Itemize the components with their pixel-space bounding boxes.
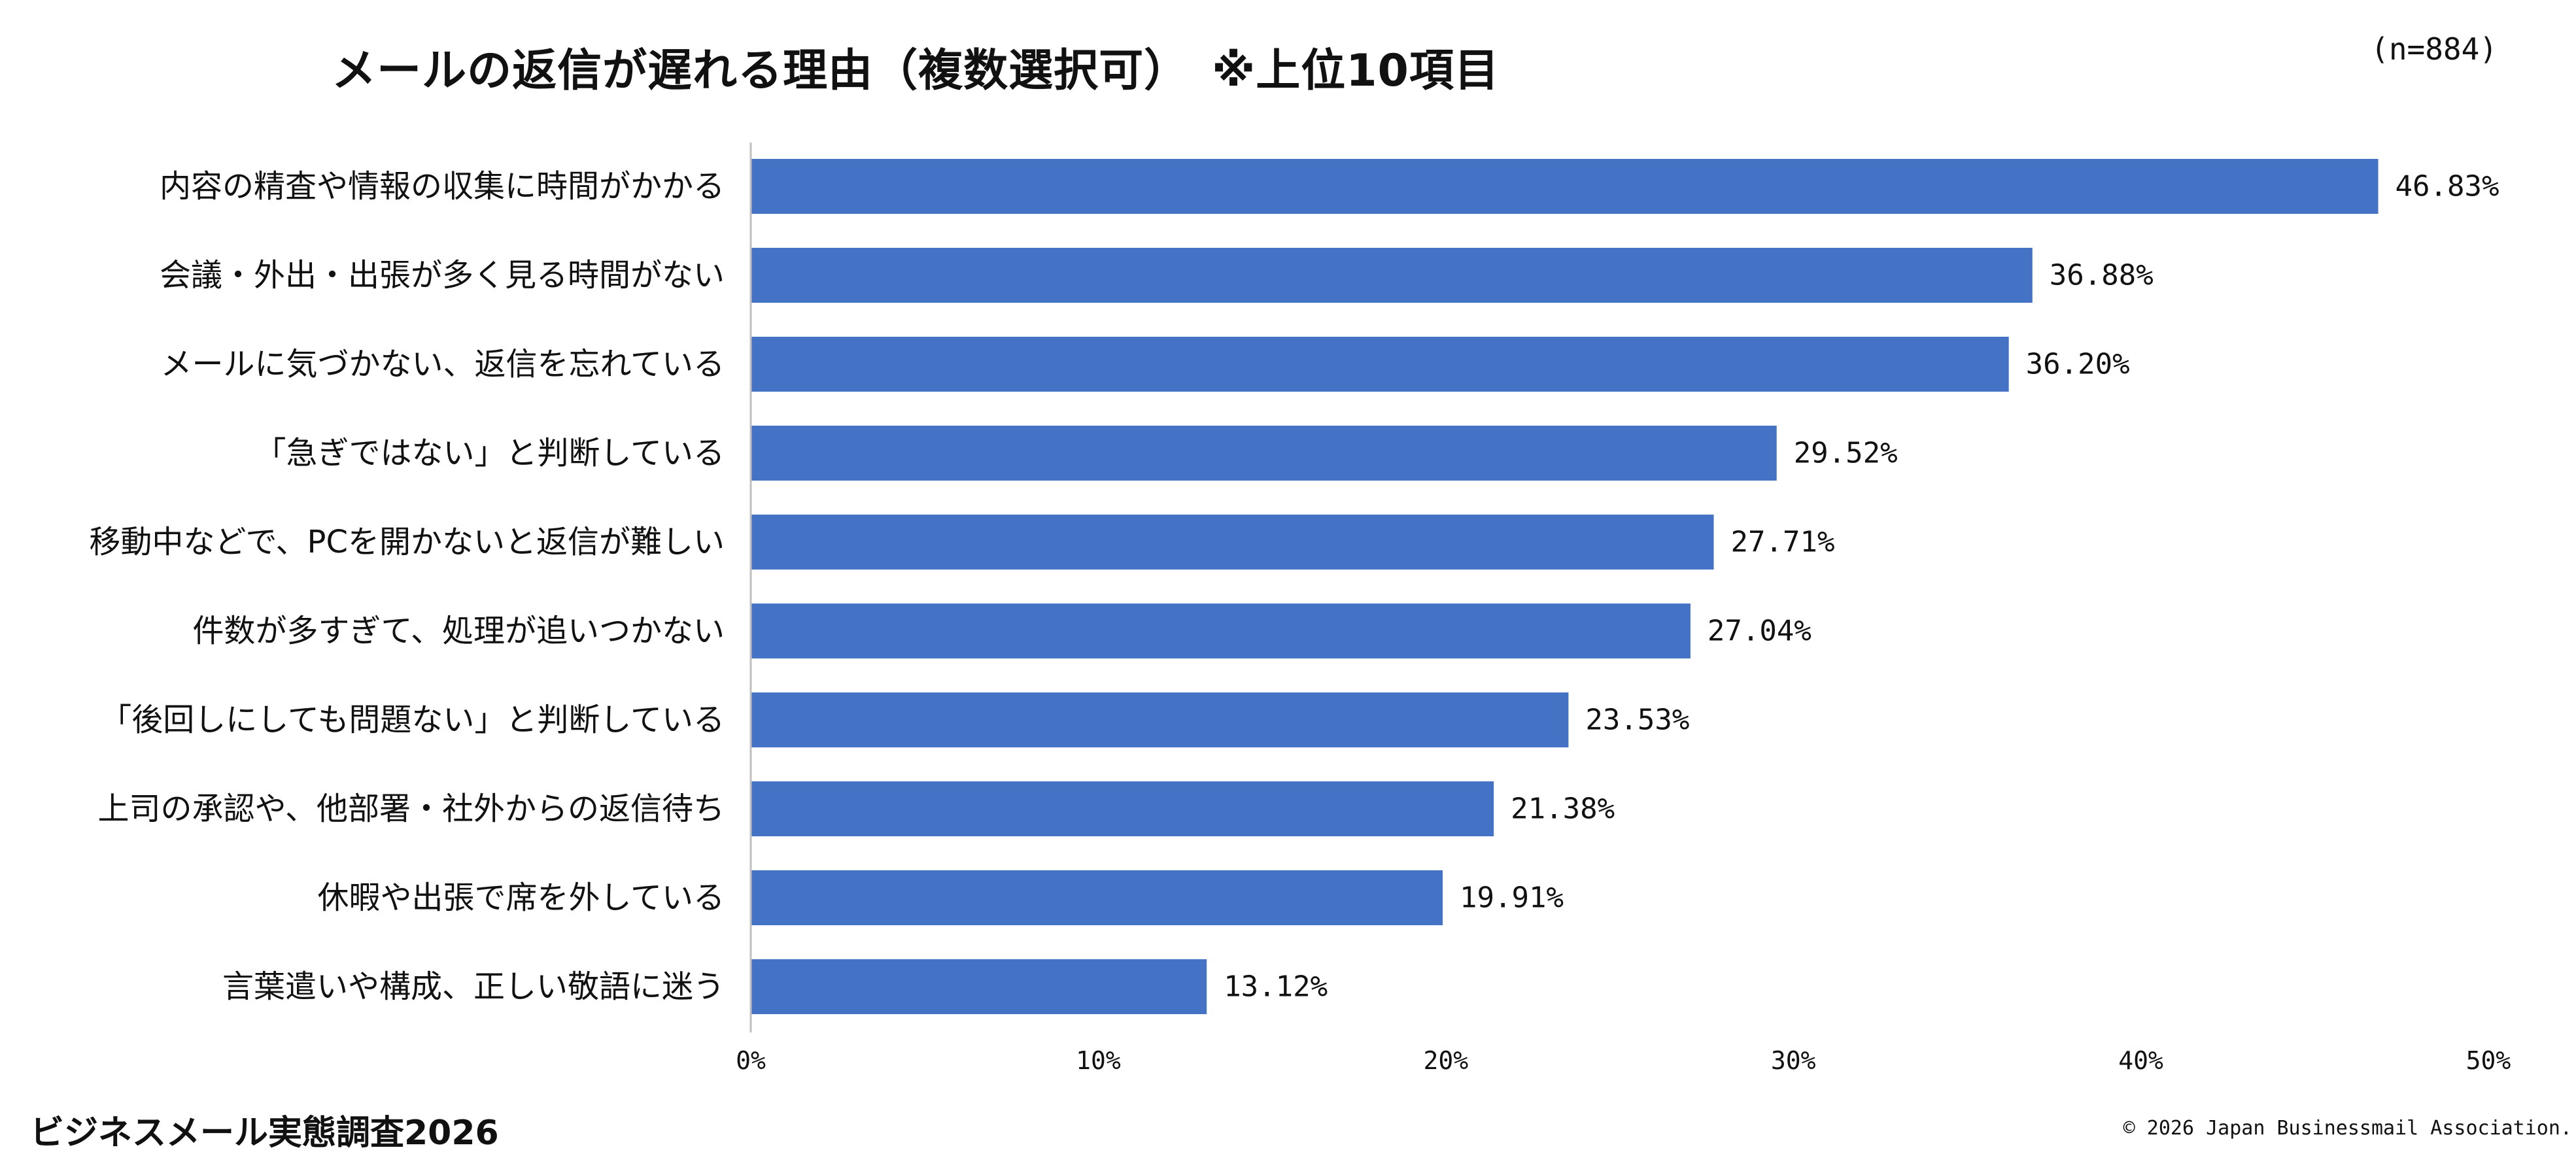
data-label: 36.88% [2050, 259, 2154, 292]
category-label: 「急ぎではない」と判断している [254, 435, 725, 471]
data-label: 13.12% [1224, 970, 1328, 1004]
category-label: 上司の承認や、他部署・社外からの返信待ち [97, 791, 725, 827]
data-label: 29.52% [1794, 437, 1898, 470]
bar [751, 515, 1714, 570]
category-label: 言葉遣いや構成、正しい敬語に迷う [222, 968, 725, 1005]
x-tick-label: 10% [1076, 1046, 1121, 1075]
data-label: 27.04% [1708, 615, 1812, 648]
bar [751, 426, 1777, 481]
category-label: 移動中などで、PCを開かないと返信が難しい [89, 524, 725, 560]
bar [751, 870, 1443, 925]
bar [751, 959, 1207, 1014]
bar [751, 604, 1691, 658]
data-label: 23.53% [1585, 704, 1689, 737]
category-label: 内容の精査や情報の収集に時間がかかる [160, 168, 725, 205]
sample-size: (n=884) [2371, 31, 2498, 67]
x-tick-label: 50% [2466, 1046, 2511, 1075]
bar [751, 248, 2033, 303]
category-label: 件数が多すぎて、処理が追いつかない [192, 613, 725, 649]
x-axis-ticks: 0% 10% 20% 30% 40% 50% [736, 1046, 2511, 1075]
survey-name: ビジネスメール実態調査2026 [30, 1114, 499, 1153]
data-label: 19.91% [1460, 881, 1564, 915]
data-label: 27.71% [1731, 526, 1835, 559]
data-label: 46.83% [2396, 170, 2499, 203]
bar [751, 337, 2009, 392]
bar [751, 159, 2379, 214]
data-label: 36.20% [2026, 348, 2130, 381]
bar [751, 692, 1569, 747]
bar [751, 781, 1494, 836]
x-tick-label: 20% [1423, 1046, 1468, 1075]
category-label: 「後回しにしても問題ない」と判断している [100, 702, 725, 738]
x-tick-label: 40% [2118, 1046, 2163, 1075]
x-tick-label: 30% [1771, 1046, 1816, 1075]
x-tick-label: 0% [736, 1046, 766, 1075]
copyright: © 2026 Japan Businessmail Association. [2123, 1117, 2572, 1140]
bars-group: 内容の精査や情報の収集に時間がかかる 46.83% 会議・外出・出張が多く見る時間が… [89, 159, 2499, 1014]
category-label: 休暇や出張で席を外している [317, 879, 725, 916]
category-label: メールに気づかない、返信を忘れている [160, 346, 725, 383]
data-label: 21.38% [1511, 792, 1615, 826]
chart-title: メールの返信が遅れる理由（複数選択可） ※上位10項目 [332, 45, 1500, 97]
category-label: 会議・外出・出張が多く見る時間がない [160, 257, 725, 294]
